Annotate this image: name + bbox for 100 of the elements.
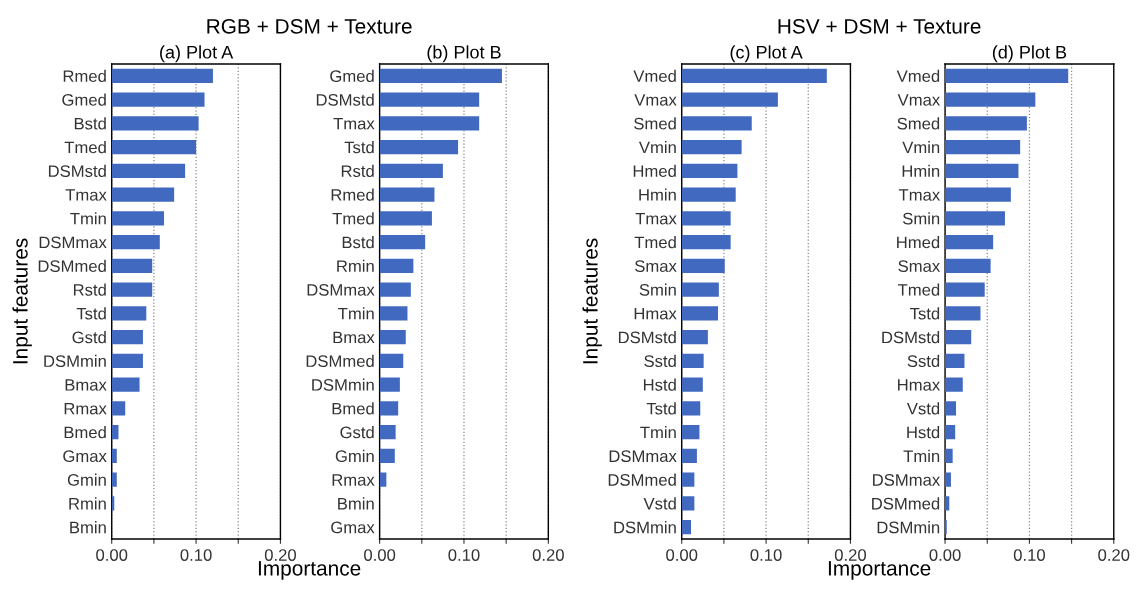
y-tick-label: Gmin	[335, 449, 374, 463]
y-tick-label: Hstd	[907, 426, 940, 439]
y-tick-label: DSMmin	[877, 521, 940, 534]
y-tick-label: Vmed	[896, 69, 940, 83]
x-tick-label: 0.20	[834, 549, 867, 561]
y-tick-label: DSMstd	[618, 331, 676, 344]
bar	[681, 211, 731, 226]
x-tick-label: 0.00	[666, 549, 698, 561]
y-tick-label: Vmax	[897, 94, 941, 106]
y-tick-label: Vstd	[906, 402, 940, 415]
bar	[379, 211, 432, 226]
y-tick-label: Sstd	[907, 354, 940, 368]
y-tick-label: Smin	[902, 212, 940, 225]
bar	[681, 163, 738, 178]
y-tick-label: DSMstd	[882, 331, 940, 344]
bar	[681, 377, 703, 392]
y-tick-label: Gmed	[330, 69, 374, 83]
chart-title: (d) Plot B	[992, 45, 1067, 63]
chart-title: (b) Plot B	[427, 45, 501, 63]
y-tick-label: DSMmed	[608, 473, 676, 486]
x-tick-label: 0.10	[750, 549, 782, 561]
bar	[945, 258, 991, 273]
bar	[681, 401, 701, 416]
y-tick-label: Sstd	[644, 354, 676, 368]
y-tick-label: DSMmed	[872, 497, 940, 510]
bar	[681, 306, 718, 321]
x-tick-label: 0.00	[929, 549, 961, 561]
x-tick-label: 0.10	[180, 549, 212, 561]
bar	[681, 68, 827, 83]
x-tick-label: 0.00	[96, 549, 128, 561]
bar	[945, 116, 1027, 131]
y-tick-label: Gstd	[340, 426, 374, 439]
y-tick-label: Bmax	[333, 331, 375, 344]
y-tick-label: DSMmin	[44, 354, 106, 368]
bar	[945, 68, 1069, 83]
bar	[111, 401, 126, 416]
y-tick-label: Smax	[635, 260, 677, 273]
y-tick-label: Hmed	[897, 236, 940, 249]
y-tick-label: DSMmax	[307, 283, 375, 296]
y-tick-label: DSMmax	[609, 450, 677, 463]
y-tick-label: DSMmax	[873, 473, 941, 486]
y-tick-label: Tmax	[65, 189, 107, 201]
bar	[379, 424, 396, 440]
y-tick-label: Bstd	[74, 117, 106, 130]
bar	[681, 139, 742, 155]
bar	[945, 401, 957, 416]
y-tick-label: Vstd	[643, 497, 676, 510]
y-tick-label: Gmed	[62, 93, 106, 106]
y-tick-label: Hmax	[634, 307, 677, 320]
y-tick-label: DSMmed	[38, 259, 106, 273]
y-tick-label: Tmin	[640, 426, 676, 439]
y-tick-label: Tmax	[898, 189, 941, 201]
y-tick-label: Vmed	[633, 69, 676, 83]
bar	[379, 306, 408, 321]
bar	[111, 353, 143, 368]
y-tick-label: Tstd	[646, 402, 676, 415]
bar	[681, 258, 725, 273]
bar	[111, 187, 175, 202]
bar	[111, 234, 160, 250]
bar	[379, 282, 411, 297]
y-tick-label: Smed	[634, 117, 676, 130]
bar	[379, 187, 435, 202]
y-tick-label: Tmed	[897, 283, 940, 296]
y-tick-label: Vmax	[634, 94, 677, 106]
bar	[379, 401, 399, 416]
bar	[945, 211, 1005, 226]
chart-subtitle: RGB + DSM + Texture	[207, 18, 412, 34]
bar	[681, 496, 695, 511]
bar	[681, 234, 731, 250]
y-tick-label: Tmin	[338, 307, 374, 320]
y-tick-label: Rmed	[63, 69, 106, 83]
bar	[379, 472, 387, 487]
y-tick-label: Rstd	[73, 283, 106, 296]
y-tick-label: Tmax	[635, 212, 677, 225]
y-tick-label: Hmin	[902, 164, 940, 177]
y-tick-label: Hmin	[639, 188, 676, 201]
y-tick-label: DSMmin	[312, 378, 374, 391]
y-tick-label: DSMmax	[39, 236, 107, 249]
bar	[379, 139, 459, 155]
bar	[111, 329, 143, 345]
bar	[379, 68, 502, 83]
x-axis-title: Importance	[258, 561, 361, 580]
y-axis-title: Input features	[12, 238, 32, 364]
bar	[111, 377, 140, 392]
bar	[681, 519, 691, 535]
y-tick-label: Rstd	[341, 164, 374, 178]
y-tick-label: Smax	[898, 260, 941, 273]
y-tick-label: Tmin	[70, 212, 106, 225]
x-tick-label: 0.10	[1013, 549, 1045, 561]
bar	[111, 211, 165, 226]
bar	[681, 448, 697, 463]
bar	[111, 282, 153, 297]
bar	[681, 92, 778, 107]
x-tick-label: 0.20	[1098, 549, 1130, 561]
chart-title: (a) Plot A	[160, 45, 234, 63]
y-tick-label: Tmed	[634, 236, 676, 249]
bar	[379, 448, 395, 463]
bar	[945, 329, 972, 345]
y-axis-title: Input features	[582, 238, 602, 364]
x-axis-title: Importance	[828, 561, 931, 580]
